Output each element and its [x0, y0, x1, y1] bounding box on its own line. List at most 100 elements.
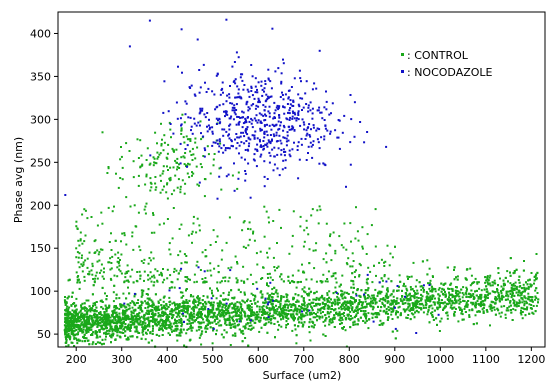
control-point — [130, 311, 133, 314]
control-point — [212, 301, 215, 304]
control-point — [265, 322, 268, 325]
control-point — [159, 315, 162, 318]
control-point — [240, 331, 243, 334]
control-point — [215, 307, 218, 310]
control-point — [410, 288, 413, 291]
control-point — [174, 308, 177, 311]
control-point — [198, 297, 201, 300]
control-point — [144, 307, 147, 309]
control-point — [108, 329, 111, 332]
control-point — [321, 302, 324, 305]
control-point — [416, 299, 419, 302]
control-point — [64, 319, 67, 322]
control-point — [178, 304, 181, 307]
control-point — [68, 336, 71, 339]
control-point — [142, 333, 145, 336]
control-point — [334, 286, 337, 289]
control-point — [78, 281, 81, 284]
control-point — [471, 301, 474, 304]
control-point — [280, 298, 283, 301]
control-point — [202, 321, 205, 324]
control-point — [434, 288, 437, 290]
control-point — [515, 268, 518, 271]
control-point — [523, 302, 526, 305]
control-point — [206, 316, 209, 319]
control-point — [91, 343, 94, 346]
control-point — [485, 279, 488, 282]
control-point — [383, 305, 386, 308]
control-point — [271, 305, 274, 308]
control-point — [367, 294, 370, 297]
control-point — [198, 308, 201, 311]
control-point — [510, 309, 512, 311]
control-point — [197, 314, 200, 317]
control-point — [215, 333, 217, 336]
control-point — [362, 306, 365, 309]
control-point — [276, 292, 279, 295]
control-point — [176, 312, 179, 315]
control-point — [422, 290, 425, 293]
control-point — [87, 299, 90, 302]
control-point — [150, 309, 153, 312]
control-point — [373, 312, 376, 315]
control-point — [470, 274, 473, 277]
control-point — [384, 311, 387, 314]
control-point — [536, 271, 539, 274]
control-point — [147, 293, 149, 296]
control-point — [213, 313, 216, 316]
control-point — [135, 315, 138, 318]
control-point — [331, 321, 334, 324]
control-point — [262, 301, 265, 304]
control-point — [325, 261, 328, 264]
control-point — [310, 313, 313, 316]
control-point — [408, 304, 411, 307]
control-point — [138, 311, 141, 314]
control-point — [341, 303, 343, 306]
control-point — [515, 303, 518, 306]
control-point — [517, 291, 520, 294]
control-point — [96, 334, 99, 337]
control-point — [273, 323, 276, 325]
control-point — [280, 325, 283, 328]
control-point — [366, 297, 369, 300]
control-point — [170, 308, 173, 311]
control-point — [184, 301, 187, 304]
control-point — [337, 292, 339, 295]
control-point — [259, 291, 262, 294]
control-point — [197, 316, 200, 319]
control-point — [123, 326, 126, 329]
control-point — [151, 332, 154, 335]
control-point — [100, 324, 103, 327]
control-point — [512, 308, 515, 311]
control-point — [381, 301, 384, 304]
control-point — [501, 289, 504, 292]
control-point — [302, 307, 304, 310]
control-point — [180, 325, 183, 328]
control-point — [515, 305, 518, 308]
control-point — [189, 313, 192, 316]
control-point — [148, 297, 151, 300]
control-point — [398, 274, 401, 277]
control-point — [163, 304, 166, 307]
control-point — [294, 317, 296, 320]
control-point — [256, 315, 258, 318]
control-point — [334, 277, 337, 280]
control-point — [484, 299, 487, 302]
control-point — [109, 316, 112, 319]
control-point — [168, 315, 171, 318]
control-point — [399, 280, 402, 283]
control-point — [318, 298, 321, 301]
control-point — [420, 285, 423, 288]
control-point — [313, 305, 316, 307]
control-point — [268, 309, 271, 312]
control-point — [517, 302, 520, 305]
control-point — [130, 320, 133, 323]
control-point — [73, 324, 76, 327]
control-point — [225, 323, 228, 326]
control-point — [310, 301, 313, 304]
control-point — [137, 306, 140, 309]
control-point — [453, 266, 456, 269]
control-point — [312, 301, 315, 304]
control-point — [282, 280, 285, 283]
